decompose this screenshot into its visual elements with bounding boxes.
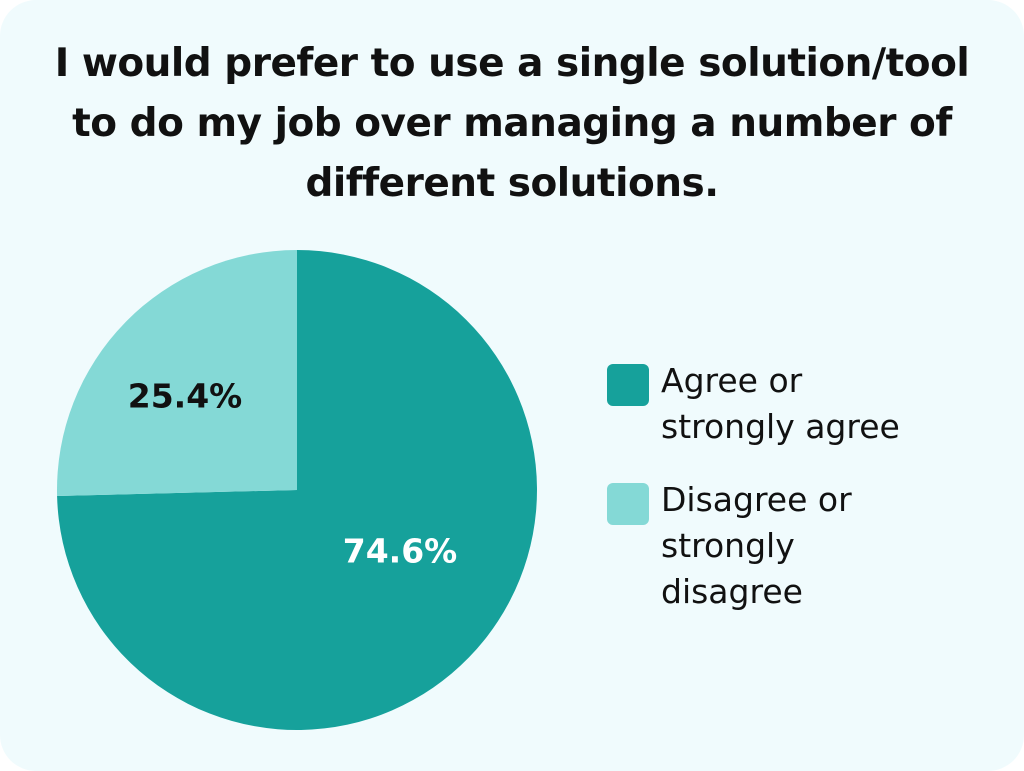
legend-label-agree: Agree or strongly agree (661, 361, 900, 446)
legend-label-disagree: Disagree or strongly disagree (661, 480, 852, 611)
legend-item-agree: Agree or strongly agree (607, 361, 901, 450)
chart-title: I would prefer to use a single solution/… (54, 41, 970, 206)
pie-slice-disagree (57, 250, 297, 497)
legend-swatch-agree (607, 364, 649, 406)
legend-swatch-disagree (607, 483, 649, 525)
data-label-agree: 74.6% (343, 532, 458, 571)
legend-item-disagree: Disagree or strongly disagree (607, 480, 881, 615)
pie-slice-agree (57, 250, 537, 730)
data-label-disagree: 25.4% (128, 377, 243, 416)
